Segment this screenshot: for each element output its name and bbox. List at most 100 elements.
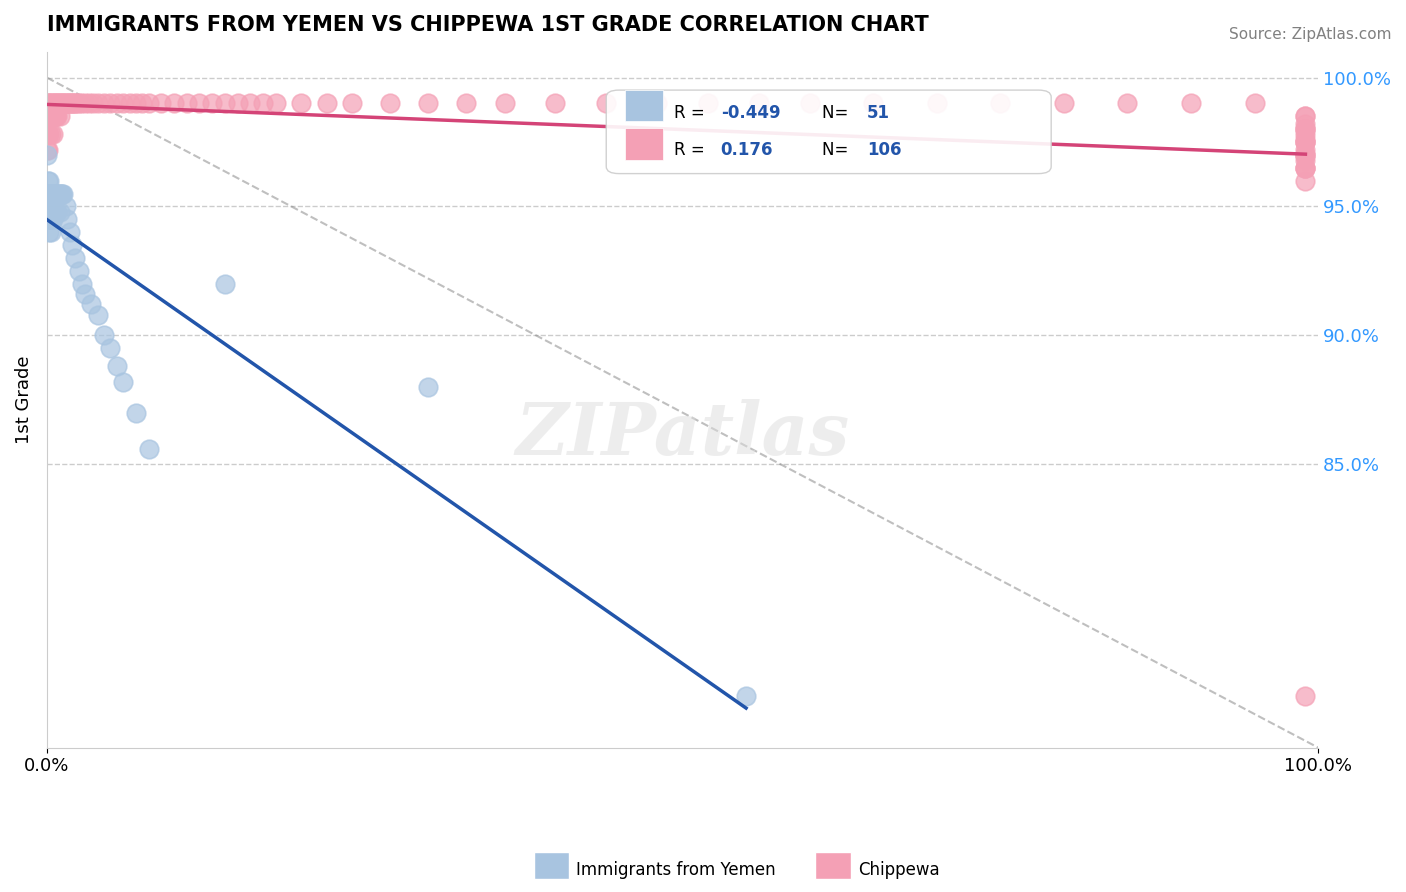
Point bbox=[1294, 122, 1316, 136]
Point bbox=[42, 128, 65, 142]
Point bbox=[39, 128, 62, 142]
Point bbox=[37, 96, 59, 111]
Point bbox=[63, 96, 86, 111]
Point bbox=[1294, 109, 1316, 123]
Point bbox=[1294, 148, 1316, 162]
Point bbox=[315, 96, 337, 111]
Point bbox=[290, 96, 312, 111]
Point bbox=[60, 238, 83, 252]
Point bbox=[1294, 161, 1316, 175]
Point bbox=[48, 96, 70, 111]
Point bbox=[46, 204, 69, 219]
Point bbox=[39, 186, 62, 201]
Point bbox=[39, 199, 62, 213]
Point bbox=[1294, 148, 1316, 162]
Text: IMMIGRANTS FROM YEMEN VS CHIPPEWA 1ST GRADE CORRELATION CHART: IMMIGRANTS FROM YEMEN VS CHIPPEWA 1ST GR… bbox=[46, 15, 928, 35]
Point bbox=[44, 186, 66, 201]
Point bbox=[52, 186, 75, 201]
Text: R =: R = bbox=[673, 141, 710, 159]
Point bbox=[45, 96, 67, 111]
Point bbox=[41, 109, 63, 123]
Point bbox=[70, 96, 93, 111]
Point bbox=[125, 406, 148, 420]
Point bbox=[55, 96, 77, 111]
Point bbox=[264, 96, 287, 111]
Point bbox=[80, 297, 103, 311]
Point bbox=[59, 96, 82, 111]
Point bbox=[105, 96, 128, 111]
Point bbox=[214, 96, 236, 111]
Text: R =: R = bbox=[673, 104, 710, 122]
Point bbox=[544, 96, 567, 111]
Point bbox=[42, 186, 65, 201]
Point bbox=[1294, 143, 1316, 157]
Point bbox=[138, 96, 160, 111]
Point bbox=[60, 96, 83, 111]
Text: Source: ZipAtlas.com: Source: ZipAtlas.com bbox=[1229, 27, 1392, 42]
Point bbox=[1294, 132, 1316, 146]
Point bbox=[41, 186, 63, 201]
Point bbox=[42, 96, 65, 111]
Point bbox=[1053, 96, 1076, 111]
Point bbox=[188, 96, 211, 111]
Point bbox=[45, 109, 67, 123]
Point bbox=[38, 128, 60, 142]
Point bbox=[1294, 161, 1316, 175]
Point bbox=[38, 96, 60, 111]
FancyBboxPatch shape bbox=[626, 128, 664, 160]
Point bbox=[37, 128, 59, 142]
Point bbox=[595, 96, 617, 111]
Point bbox=[67, 264, 90, 278]
Point bbox=[112, 96, 135, 111]
Point bbox=[38, 186, 60, 201]
Point bbox=[48, 186, 70, 201]
Point bbox=[42, 109, 65, 123]
Point bbox=[1294, 135, 1316, 149]
FancyBboxPatch shape bbox=[626, 90, 664, 121]
Point bbox=[63, 251, 86, 265]
Point bbox=[48, 109, 70, 123]
Point bbox=[39, 212, 62, 227]
Point bbox=[37, 212, 59, 227]
Point bbox=[214, 277, 236, 291]
Point bbox=[925, 96, 948, 111]
Point bbox=[48, 204, 70, 219]
Point bbox=[44, 109, 66, 123]
Point bbox=[51, 186, 73, 201]
Point bbox=[239, 96, 262, 111]
Point bbox=[1294, 689, 1316, 703]
Point bbox=[1294, 122, 1316, 136]
Point bbox=[41, 96, 63, 111]
Point bbox=[46, 96, 69, 111]
Point bbox=[72, 277, 94, 291]
Point bbox=[252, 96, 274, 111]
Point bbox=[62, 96, 84, 111]
Point bbox=[201, 96, 224, 111]
Text: Chippewa: Chippewa bbox=[858, 861, 939, 879]
Point bbox=[46, 109, 69, 123]
Point bbox=[93, 96, 115, 111]
Text: N=: N= bbox=[823, 141, 853, 159]
Point bbox=[52, 96, 75, 111]
Point bbox=[39, 109, 62, 123]
Point bbox=[44, 204, 66, 219]
Point bbox=[105, 359, 128, 374]
Text: 0.176: 0.176 bbox=[721, 141, 773, 159]
Point bbox=[42, 199, 65, 213]
Point bbox=[37, 143, 59, 157]
Point bbox=[38, 225, 60, 239]
Point bbox=[1294, 174, 1316, 188]
Point bbox=[44, 96, 66, 111]
Text: -0.449: -0.449 bbox=[721, 104, 780, 122]
Point bbox=[1294, 153, 1316, 167]
Point bbox=[100, 96, 122, 111]
Point bbox=[645, 96, 668, 111]
Point bbox=[735, 689, 758, 703]
Text: ZIPatlas: ZIPatlas bbox=[516, 399, 849, 470]
Point bbox=[988, 96, 1011, 111]
Point bbox=[35, 96, 58, 111]
Text: Immigrants from Yemen: Immigrants from Yemen bbox=[576, 861, 776, 879]
Point bbox=[46, 96, 69, 111]
Point bbox=[35, 109, 58, 123]
Point bbox=[58, 96, 80, 111]
